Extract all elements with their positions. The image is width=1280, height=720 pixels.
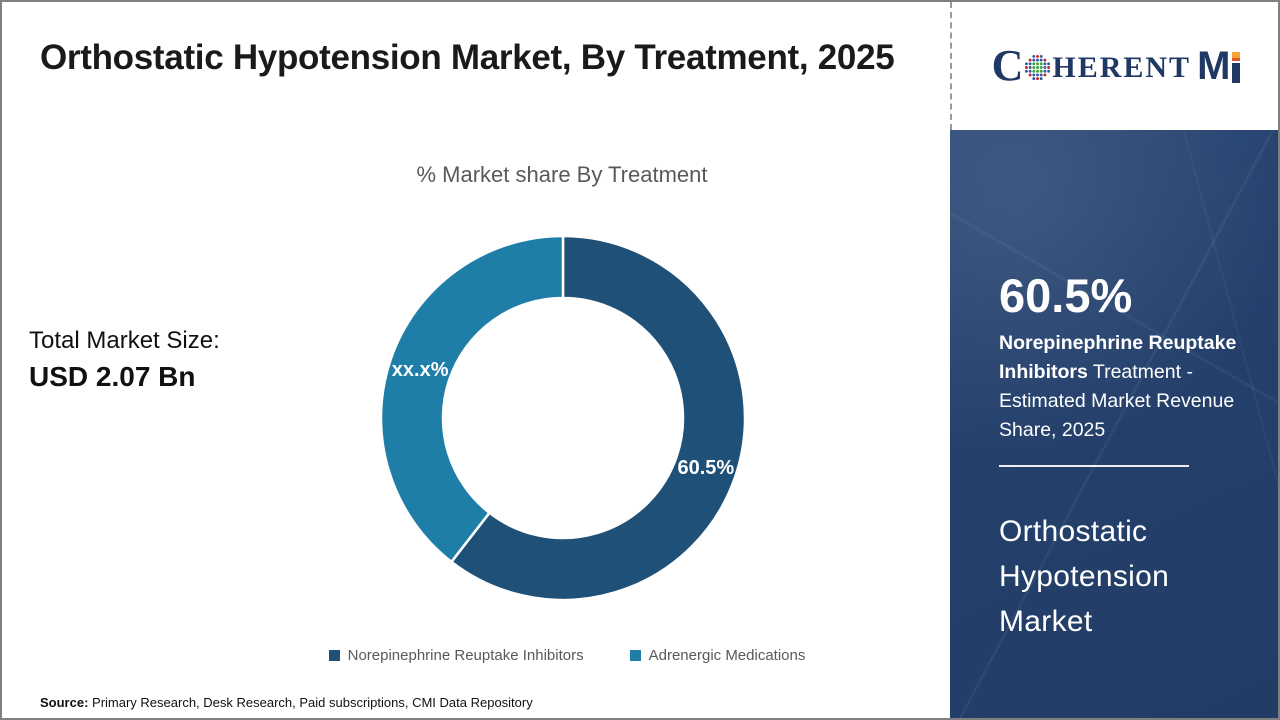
logo-letter-m: M — [1197, 44, 1230, 88]
source-label: Source: — [40, 695, 89, 710]
stat-value: 60.5% — [999, 269, 1133, 322]
logo-letters-herent: HERENT — [1052, 51, 1192, 84]
divider-line — [999, 464, 1189, 467]
donut-segment — [379, 234, 565, 564]
donut-chart: 60.5% xx.x% — [353, 208, 773, 628]
source-note: Source: Primary Research, Desk Research,… — [40, 695, 533, 710]
chart-legend: Norepinephrine Reuptake Inhibitors Adren… — [172, 647, 962, 664]
donut-segment-label: xx.x% — [392, 359, 449, 381]
legend-label-adrenergic: Adrenergic Medications — [648, 647, 806, 664]
highlight-panel: 60.5% Norepinephrine Reuptake Inhibitors… — [950, 130, 1278, 718]
stat-description: Norepinephrine Reuptake Inhibitors Treat… — [999, 329, 1263, 445]
logo-i-bar-icon — [1232, 51, 1241, 83]
legend-item-norepinephrine: Norepinephrine Reuptake Inhibitors — [328, 647, 584, 664]
panel-market-title: Orthostatic Hypotension Market — [999, 514, 1170, 638]
coherentmi-logo: C HERENT M — [992, 44, 1241, 88]
chart-subtitle: % Market share By Treatment — [416, 162, 708, 187]
logo-letter-c: C — [991, 41, 1024, 90]
total-market-block: Total Market Size: USD 2.07 Bn — [29, 327, 220, 393]
legend-swatch-dark-icon — [328, 650, 340, 661]
stat-description-bold: Norepinephrine Reuptake Inhibitors — [999, 331, 1237, 383]
legend-swatch-light-icon — [629, 650, 641, 661]
donut-segment-label: 60.5% — [677, 457, 734, 479]
globe-dots-icon — [1024, 54, 1051, 81]
total-market-value: USD 2.07 Bn — [29, 361, 196, 392]
page-title: Orthostatic Hypotension Market, By Treat… — [40, 38, 895, 77]
donut-segment — [449, 234, 747, 602]
legend-item-adrenergic: Adrenergic Medications — [629, 647, 806, 664]
legend-label-norepinephrine: Norepinephrine Reuptake Inhibitors — [347, 647, 584, 664]
total-market-label: Total Market Size: — [29, 327, 220, 354]
logo-box: C HERENT M — [950, 2, 1278, 130]
stat-description-rest: Treatment - Estimated Market Revenue Sha… — [999, 360, 1235, 441]
source-text: Primary Research, Desk Research, Paid su… — [88, 695, 533, 710]
